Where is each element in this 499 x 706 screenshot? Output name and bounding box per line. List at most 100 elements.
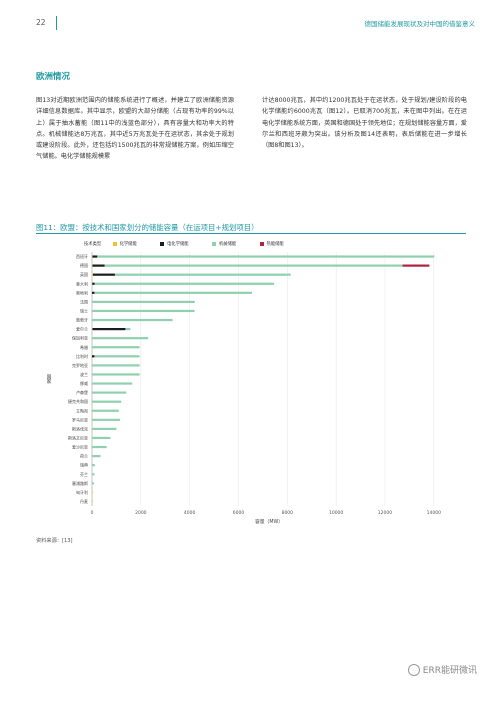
bar-segment-chemical [92, 328, 93, 331]
y-tick-label: 瑞士 [80, 307, 88, 313]
bar-segment-mechanical [92, 464, 95, 467]
figure-source: 资料来源：[13] [36, 538, 73, 544]
y-tick-label: 西班牙 [76, 253, 88, 259]
bar-segment-mechanical [97, 255, 435, 258]
watermark-text: ERR能研微讯 [422, 665, 477, 676]
figure-title: 图11：欧盟：按技术和国家划分的储能容量（在运项目+规划项目） [36, 223, 259, 232]
x-tick-label: 0 [91, 510, 94, 516]
y-tick-label: 斯洛伐克 [72, 425, 88, 431]
bar-segment-electrochemical [92, 273, 115, 276]
y-tick-label: 塞浦路斯 [72, 480, 88, 486]
x-tick-label: 4000 [184, 510, 196, 516]
legend-title: 技术类型 [84, 242, 102, 247]
y-tick-label: 葡萄牙 [76, 317, 88, 323]
bar-segment-chemical [92, 500, 93, 503]
y-tick-label: 奥地利 [76, 289, 88, 295]
legend-swatch-thermal [259, 241, 264, 246]
bar-segment-chemical [92, 273, 93, 276]
bar-segment-mechanical [92, 346, 140, 349]
body-column-left: 图13对近期欧洲范围内的储能系统进行了概述，并建立了欧洲储能资源详细信息数据库。… [36, 95, 234, 163]
bar-segment-mechanical [92, 427, 117, 430]
legend-label-mechanical: 机械储能 [218, 242, 237, 247]
legend-swatch-mechanical [211, 241, 216, 246]
body-column-right: 计达8000兆瓦，其中约1200兆瓦处于在运状态，处于规划/建设阶段的电化学储能… [262, 95, 467, 151]
bar-segment-chemical [92, 264, 93, 267]
bar-segment-thermal [402, 264, 430, 267]
page-header: 22 德国储能发展现状及对中国的借鉴意义 [36, 16, 476, 32]
bar-segment-electrochemical [92, 255, 98, 258]
bar-segment-mechanical [94, 282, 275, 285]
x-tick-label: 12000 [378, 510, 392, 516]
legend-label-electrochemical: 电化学储能 [167, 242, 189, 247]
y-tick-label: 芬兰 [80, 471, 88, 477]
storage-capacity-chart: 技术类型 化学储能 电化学储能 机械储能 热能储能 0 2000 4000 6000 8… [36, 236, 466, 526]
bar-segment-mechanical [92, 364, 140, 367]
y-tick-label: 爱尔兰 [76, 326, 88, 332]
legend-item-thermal: 热能储能 [259, 241, 284, 247]
bar-segment-mechanical [92, 391, 127, 394]
bar-segment-electrochemical [92, 282, 95, 285]
section-title: 欧洲情况 [36, 72, 71, 82]
y-tick-label: 卢森堡 [76, 389, 88, 395]
wechat-icon [407, 664, 420, 676]
bar-segment-mechanical [92, 482, 94, 485]
y-tick-label: 意大利 [76, 280, 88, 286]
y-tick-label: 斯洛文尼亚 [68, 434, 88, 440]
y-tick-label: 爱沙尼亚 [72, 444, 88, 450]
bar-segment-mechanical [125, 328, 131, 331]
legend-swatch-chemical [112, 241, 117, 246]
chart-legend: 技术类型 化学储能 电化学储能 机械储能 热能储能 [84, 241, 306, 247]
bar-segment-electrochemical [92, 328, 126, 331]
legend-item-mechanical: 机械储能 [211, 241, 237, 247]
bar-segment-mechanical [92, 309, 195, 313]
x-tick-label: 2000 [135, 510, 147, 516]
legend-item-electrochemical: 电化学储能 [160, 241, 189, 247]
legend-item-chemical: 化学储能 [112, 241, 137, 247]
x-tick-label: 10000 [329, 510, 343, 516]
x-tick-label: 6000 [233, 510, 245, 516]
y-tick-label: 匈牙利 [76, 489, 88, 495]
bar-segment-mechanical [92, 382, 133, 385]
y-tick-label: 德国 [80, 262, 88, 268]
bar-segment-mechanical [104, 264, 403, 267]
legend-label-chemical: 化学储能 [119, 242, 137, 247]
y-tick-label: 法国 [80, 298, 88, 304]
y-tick-label: 波兰 [80, 371, 88, 377]
bar-segment-mechanical [114, 273, 291, 276]
bar-segment-mechanical [92, 436, 111, 440]
bar-segment-chemical [92, 255, 93, 258]
header-separator [56, 16, 57, 30]
bar-segment-mechanical [92, 318, 173, 322]
page-number: 22 [36, 18, 46, 27]
y-tick-label: 英国 [80, 271, 88, 277]
bar-segment-mechanical [92, 373, 140, 376]
bar-segment-mechanical [94, 291, 252, 294]
bar-segment-mechanical [92, 409, 119, 412]
x-tick-label: 8000 [282, 510, 294, 516]
bar-segment-mechanical [92, 300, 195, 303]
bar-segment-mechanical [92, 455, 101, 458]
bar-segment-mechanical [92, 473, 95, 476]
y-tick-label: 保加利亚 [72, 335, 88, 341]
figure-title-rule [36, 233, 466, 234]
y-tick-label: 瑞典 [80, 462, 88, 468]
chart-plot: 0 2000 4000 6000 8000 10000 12000 14000 西班牙德国英国意… [46, 252, 441, 525]
legend-swatch-electrochemical [160, 241, 165, 246]
watermark: ERR能研微讯 [407, 663, 477, 676]
y-tick-label: 罗马尼亚 [72, 416, 88, 422]
y-axis-label: 国家 [46, 374, 51, 384]
y-tick-label: 克罗地亚 [72, 362, 88, 368]
bar-segment-mechanical [92, 418, 121, 421]
document-title: 德国储能发展现状及对中国的借鉴意义 [364, 20, 476, 28]
y-tick-label: 荷兰 [80, 453, 88, 459]
y-tick-label: 比利时 [76, 353, 88, 359]
x-tick-label: 14000 [427, 510, 441, 516]
bar-segment-electrochemical [92, 355, 95, 358]
bar-segment-mechanical [92, 445, 107, 449]
bar-segment-electrochemical [92, 264, 105, 267]
y-tick-label: 丹麦 [80, 498, 88, 504]
bar-segment-mechanical [94, 355, 140, 358]
bar-segment-electrochemical [92, 291, 95, 294]
y-tick-label: 立陶宛 [76, 407, 88, 413]
bar-segment-mechanical [92, 400, 122, 403]
